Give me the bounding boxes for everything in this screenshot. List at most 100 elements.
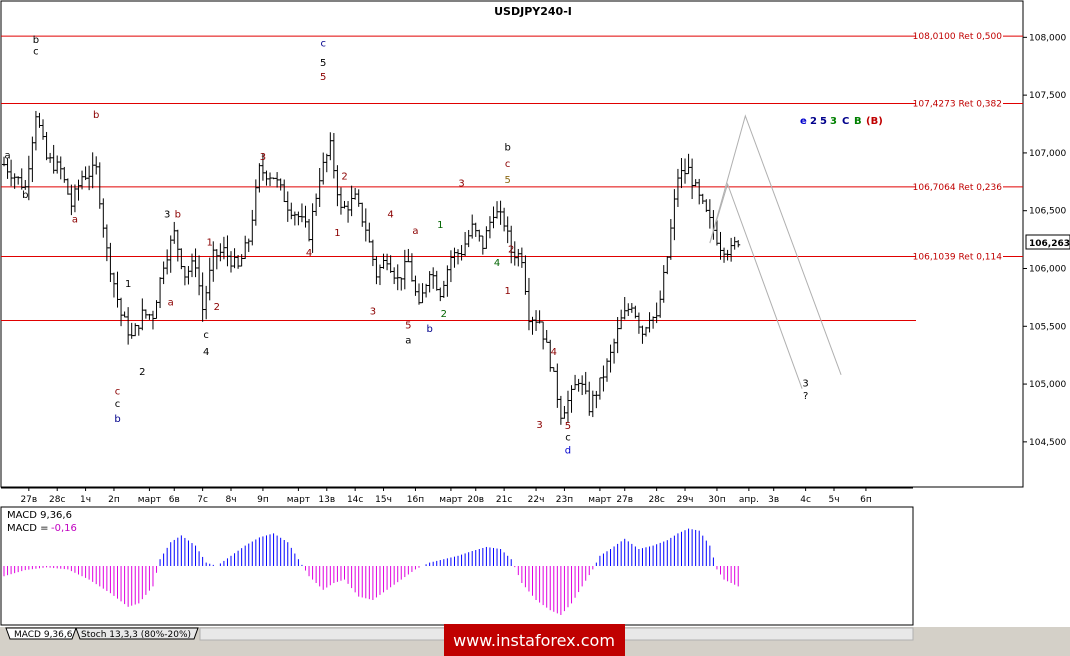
- corner-wave-6: (B): [866, 116, 883, 127]
- tab-macd[interactable]: MACD 9,36,6: [5, 627, 77, 640]
- wave-label-4: a: [72, 214, 78, 225]
- price-axis: 108,000 107,500 107,000 106,500 106,000 105,5…: [1023, 33, 1066, 448]
- x-tick-label-25: 3в: [768, 495, 779, 505]
- y-tick-label-7: 104,500: [1029, 438, 1066, 448]
- wave-label-1: b: [33, 35, 39, 46]
- x-tick-label-27: 5ч: [828, 495, 839, 505]
- x-tick-label-14: март: [439, 495, 462, 505]
- x-tick-label-15: 20в: [467, 495, 484, 505]
- corner-wave-group: e 2 5 3 C B (B): [800, 116, 883, 127]
- wave-label-34: b: [504, 143, 510, 154]
- x-tick-label-3: 2п: [108, 495, 120, 505]
- wave-label-33: 3: [458, 178, 464, 189]
- wave-label-36: 5: [504, 175, 510, 186]
- level-label-0: 108,0100 Ret 0,500: [913, 32, 1003, 42]
- wave-label-11: a: [168, 297, 174, 308]
- wave-label-28: a: [405, 336, 411, 347]
- watermark-box: [444, 624, 625, 656]
- y-tick-label-3: 106,500: [1029, 207, 1066, 217]
- wave-label-39: 1: [504, 286, 510, 297]
- x-tick-label-11: 14с: [347, 495, 363, 505]
- wave-label-16: c: [203, 330, 209, 341]
- x-tick-label-24: апр.: [739, 495, 759, 505]
- tab-macd-label: MACD 9,36,6: [14, 630, 73, 640]
- wave-label-26: 4: [387, 210, 393, 221]
- wave-label-27: 5: [405, 321, 411, 332]
- wave-label-35: c: [505, 159, 511, 170]
- x-tick-label-9: март: [287, 495, 310, 505]
- wave-label-13: b: [175, 210, 181, 221]
- corner-wave-0: e: [800, 116, 807, 127]
- price-panel-frame: [0, 0, 1024, 488]
- x-tick-label-21: 28с: [648, 495, 664, 505]
- level-label-2: 106,7064 Ret 0,236: [913, 183, 1003, 193]
- forecast-paths: [709, 114, 842, 389]
- wave-label-12: 3: [164, 210, 170, 221]
- x-tick-label-1: 28с: [49, 495, 65, 505]
- x-tick-label-13: 16п: [407, 495, 424, 505]
- wave-label-15: 2: [214, 302, 220, 313]
- current-price-badge: 106,263: [1025, 234, 1070, 250]
- level-label-1: 107,4273 Ret 0,382: [913, 100, 1002, 110]
- x-tick-label-26: 4с: [800, 495, 811, 505]
- corner-wave-1: 2: [810, 116, 817, 127]
- x-tick-label-4: март: [138, 495, 161, 505]
- wave-label-3: b: [22, 190, 28, 201]
- x-tick-label-18: 23п: [556, 495, 573, 505]
- price-badge-label: 106,263: [1029, 239, 1070, 249]
- forecast-path-2: [709, 182, 803, 389]
- y-tick-label-6: 105,000: [1029, 380, 1066, 390]
- wave-label-7: c: [115, 399, 121, 410]
- x-tick-label-8: 9п: [257, 495, 269, 505]
- wave-label-21: 5: [320, 58, 326, 69]
- y-tick-label-4: 106,000: [1029, 264, 1066, 274]
- x-tick-label-22: 29ч: [677, 495, 694, 505]
- x-tick-label-28: 6п: [860, 495, 872, 505]
- wave-label-10: 2: [139, 367, 145, 378]
- wave-label-2: c: [33, 47, 39, 58]
- y-tick-label-5: 105,500: [1029, 322, 1066, 332]
- macd-histogram: [3, 528, 739, 615]
- wave-label-46: ?: [803, 391, 808, 402]
- wave-label-22: c: [320, 39, 326, 50]
- x-tick-label-10: 13в: [318, 495, 335, 505]
- wave-label-24: 1: [334, 228, 340, 239]
- wave-label-41: 4: [551, 347, 557, 358]
- wave-label-38: 2: [508, 244, 514, 255]
- corner-wave-3: 3: [830, 116, 837, 127]
- corner-wave-2: 5: [820, 116, 827, 127]
- wave-label-31: 1: [437, 220, 443, 231]
- level-label-3: 106,1039 Ret 0,114: [913, 252, 1003, 262]
- wave-label-30: b: [426, 324, 432, 335]
- macd-label: MACD 9,36,6: [7, 510, 72, 521]
- wave-label-20: 5: [320, 72, 326, 83]
- tab-stoch[interactable]: Stoch 13,3,3 (80%-20%): [75, 627, 199, 640]
- forecast-path-1: [709, 114, 842, 375]
- wave-label-29: a: [412, 226, 418, 237]
- chart-title: USDJPY240-I: [494, 5, 572, 18]
- wave-label-32: 2: [441, 309, 447, 320]
- x-tick-label-0: 27в: [20, 495, 37, 505]
- tab-macd-shape: [5, 627, 77, 640]
- wave-label-9: 1: [125, 279, 131, 290]
- wave-label-44: d: [565, 445, 571, 456]
- corner-wave-4: C: [842, 116, 849, 127]
- wave-label-42: 5: [565, 421, 571, 432]
- y-tick-label-1: 107,500: [1029, 91, 1066, 101]
- wave-label-8: b: [114, 414, 120, 425]
- wave-label-43: c: [565, 433, 571, 444]
- macd-panel-frame: [0, 506, 914, 626]
- x-tick-label-19: март: [588, 495, 611, 505]
- wave-label-6: c: [115, 386, 121, 397]
- x-tick-label-16: 21с: [496, 495, 512, 505]
- price-badge-box: [1025, 234, 1070, 250]
- x-tick-label-2: 1ч: [80, 495, 91, 505]
- date-axis: 27в 28с 1ч 2п март 6в 7с 8ч 9п март 13в 14с 15ч 16п ма…: [1, 487, 913, 505]
- tab-stoch-label: Stoch 13,3,3 (80%-20%): [81, 630, 191, 640]
- watermark-text: www.instaforex.com: [453, 631, 615, 650]
- corner-wave-5: B: [854, 116, 862, 127]
- wave-label-0: a: [4, 151, 10, 162]
- macd-value-label: MACD =: [7, 523, 49, 534]
- wave-label-19: 4: [306, 248, 312, 259]
